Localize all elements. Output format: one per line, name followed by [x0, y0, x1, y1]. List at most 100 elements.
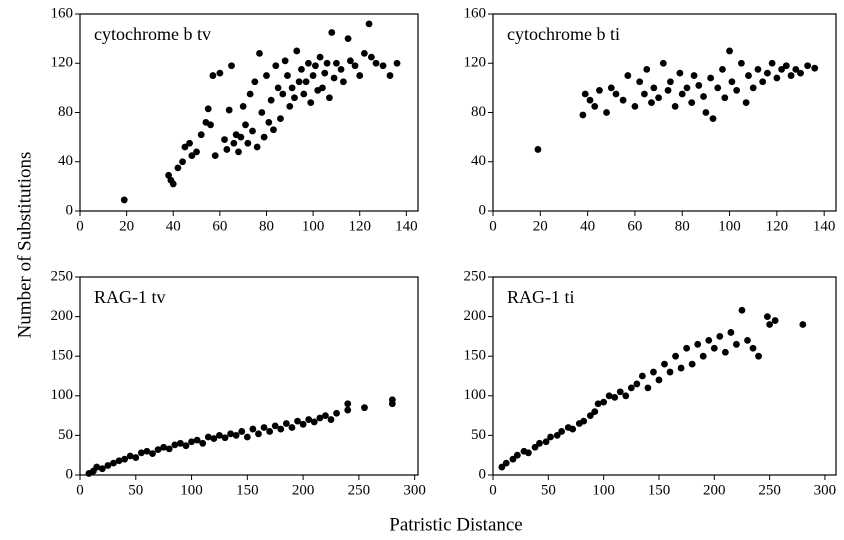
point [672, 352, 679, 360]
point [596, 86, 603, 94]
point [160, 443, 168, 451]
y-tick-label: 0 [479, 466, 487, 482]
point [249, 127, 256, 135]
point [619, 96, 627, 104]
point [299, 420, 307, 428]
point [688, 360, 696, 368]
point [744, 336, 751, 344]
plot-frame [492, 276, 837, 476]
point [305, 416, 313, 423]
point [237, 133, 245, 141]
x-tick-label: 60 [627, 218, 642, 234]
point [782, 62, 790, 70]
point [216, 432, 223, 439]
point [721, 348, 729, 356]
x-tick-label: 100 [180, 482, 203, 498]
point [612, 90, 620, 98]
point [263, 72, 270, 79]
x-tick-label: 120 [348, 218, 371, 234]
point [661, 360, 668, 368]
point [132, 454, 140, 461]
point [361, 404, 368, 412]
point [525, 449, 532, 457]
point [282, 420, 290, 427]
x-tick-label: 140 [395, 218, 418, 234]
point [797, 69, 804, 77]
point [316, 53, 324, 61]
point [737, 59, 745, 67]
x-tick-label: 50 [541, 482, 556, 498]
point [330, 74, 338, 82]
point [721, 94, 729, 102]
x-tick-label: 250 [348, 482, 371, 498]
point [386, 72, 394, 79]
point [260, 133, 268, 141]
point [553, 432, 561, 439]
point [228, 62, 235, 70]
point [149, 450, 156, 458]
x-tick-label: 250 [758, 482, 781, 498]
point [232, 432, 240, 439]
point [773, 74, 781, 82]
point [235, 148, 242, 156]
panel-title: RAG-1 tv [94, 287, 166, 307]
point [677, 364, 685, 372]
point [238, 428, 246, 435]
x-tick-label: 300 [814, 482, 837, 498]
point [591, 102, 599, 110]
point [638, 372, 646, 380]
y-tick-label: 100 [464, 387, 487, 403]
point [225, 106, 233, 114]
point [193, 148, 200, 156]
point [209, 72, 217, 79]
point [771, 317, 779, 324]
point [509, 455, 517, 463]
point [288, 424, 296, 431]
point [605, 392, 613, 400]
x-tick-label: 0 [76, 482, 84, 498]
y-tick-label: 80 [471, 104, 486, 120]
point [709, 115, 717, 123]
point [221, 434, 229, 442]
point [154, 446, 162, 454]
point [337, 66, 345, 73]
x-tick-label: 100 [302, 218, 325, 234]
point [648, 99, 655, 107]
point [754, 66, 762, 73]
point [310, 418, 318, 426]
point [204, 433, 212, 441]
point [179, 158, 186, 166]
point [710, 344, 718, 352]
point [759, 78, 767, 86]
y-tick-label: 120 [464, 55, 487, 71]
point [328, 29, 336, 36]
point [655, 376, 663, 384]
point [227, 430, 234, 438]
point [293, 47, 301, 55]
point [305, 59, 312, 67]
point [683, 84, 691, 92]
point [766, 321, 774, 328]
point [764, 69, 771, 77]
point [591, 408, 599, 416]
point [738, 306, 746, 314]
point [714, 84, 722, 92]
point [811, 64, 819, 72]
point [636, 78, 644, 86]
point [344, 406, 352, 414]
point [294, 417, 301, 425]
point [702, 109, 710, 116]
point [768, 59, 776, 67]
x-tick-label: 20 [119, 218, 134, 234]
point [98, 465, 106, 473]
point [188, 152, 196, 159]
point [347, 57, 354, 65]
point [319, 84, 326, 92]
y-axis-label: Number of Substitutions [14, 152, 35, 339]
point [372, 59, 380, 67]
x-tick-label: 100 [592, 482, 615, 498]
point [93, 463, 101, 471]
point [267, 96, 275, 104]
point [174, 164, 182, 172]
point [243, 433, 251, 441]
